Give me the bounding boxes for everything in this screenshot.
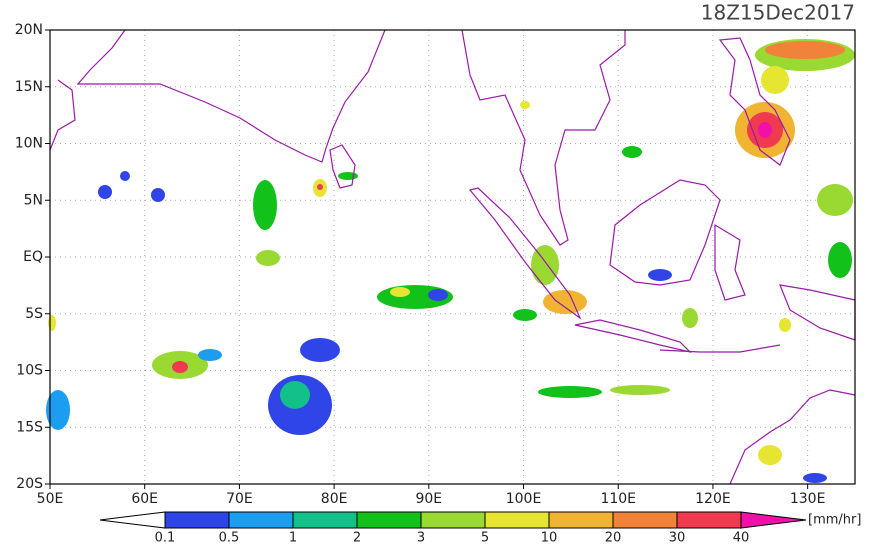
colorbar-label: 5	[481, 531, 489, 544]
colorbar-label: 3	[417, 531, 425, 544]
lat-tick-label: 10S	[16, 363, 43, 379]
colorbar-label: 0.5	[219, 531, 240, 544]
colorbar-swatch	[356, 511, 422, 529]
colorbar-swatch	[420, 511, 486, 529]
colorbar-unit: [mm/hr]	[808, 513, 861, 528]
lon-tick-label: 130E	[790, 491, 826, 507]
colorbar-swatch	[164, 511, 230, 529]
lon-tick-label: 60E	[131, 491, 158, 507]
colorbar-swatch	[228, 511, 294, 529]
colorbar-label: 40	[733, 531, 750, 544]
colorbar: 0.1 0.5 1 2 3 5 10 20 30 40 [mm/hr]	[99, 511, 861, 544]
colorbar-swatch	[484, 511, 550, 529]
lon-tick-label: 50E	[37, 491, 64, 507]
colorbar-extend-high	[740, 511, 807, 529]
lon-tick-label: 110E	[600, 491, 636, 507]
colorbar-swatch	[676, 511, 742, 529]
map-frame	[49, 29, 856, 485]
lon-tick-label: 100E	[506, 491, 542, 507]
colorbar-label: 10	[541, 531, 558, 544]
lat-tick-label: 20N	[15, 22, 43, 38]
lat-tick-label: 10N	[15, 136, 43, 152]
colorbar-label: 30	[669, 531, 686, 544]
colorbar-label: 1	[289, 531, 297, 544]
colorbar-label: 2	[353, 531, 361, 544]
colorbar-swatch	[612, 511, 678, 529]
lon-tick-label: 80E	[321, 491, 348, 507]
lon-tick-label: 70E	[226, 491, 253, 507]
lat-tick-label: 20S	[16, 476, 43, 492]
colorbar-swatch	[292, 511, 358, 529]
lat-tick-label: 15S	[16, 419, 43, 435]
lat-tick-label: 15N	[15, 79, 43, 95]
lon-tick-label: 90E	[415, 491, 442, 507]
rain-areas	[46, 39, 855, 483]
lat-tick-label: 5S	[25, 306, 43, 322]
colorbar-label: 20	[605, 531, 622, 544]
colorbar-extend-low	[99, 511, 166, 529]
colorbar-swatch	[548, 511, 614, 529]
lon-tick-label: 120E	[695, 491, 731, 507]
map-title: 18Z15Dec2017	[701, 1, 855, 25]
lat-tick-label: 5N	[24, 192, 43, 208]
colorbar-label: 0.1	[155, 531, 176, 544]
lat-tick-label: EQ	[23, 249, 43, 265]
axes: 50E 60E 70E 80E 90E 100E 110E 120E 130E 20N 15N 10N…	[15, 22, 826, 507]
